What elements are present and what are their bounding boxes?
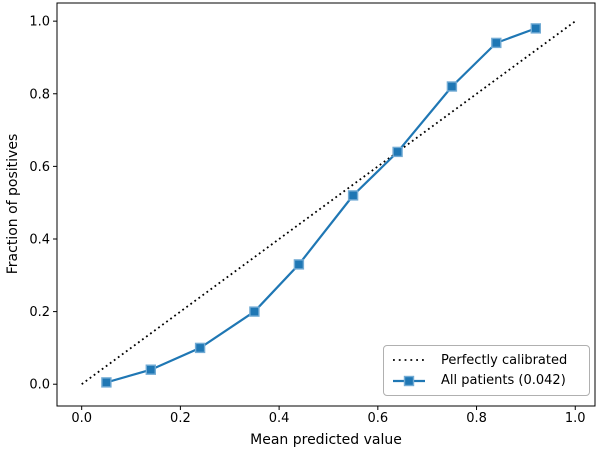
legend: Perfectly calibrated All patients (0.042…	[383, 345, 590, 396]
legend-item-all-patients: All patients (0.042)	[392, 371, 581, 391]
y-tick-label: 0.0	[29, 378, 50, 393]
data-point-marker	[145, 364, 157, 375]
legend-label-all-patients: All patients (0.042)	[441, 373, 566, 389]
y-axis-label: Fraction of positives	[5, 134, 21, 275]
data-point-marker	[194, 342, 206, 354]
data-point-marker	[347, 190, 359, 201]
legend-item-perfectly-calibrated: Perfectly calibrated	[392, 350, 581, 370]
y-tick-label: 0.2	[29, 305, 50, 320]
data-point-marker	[446, 81, 458, 92]
series-line-sample-icon	[393, 375, 425, 386]
axes-border	[56, 2, 596, 407]
perfectly-calibrated-line	[81, 20, 576, 385]
x-tick-label: 0.0	[71, 411, 92, 426]
y-tick-label: 0.8	[29, 87, 50, 102]
y-tick-label: 0.4	[29, 232, 50, 247]
x-tick-label: 0.2	[170, 411, 191, 426]
x-tick-label: 0.6	[367, 411, 388, 426]
data-point-marker	[293, 259, 305, 270]
data-point-marker	[249, 306, 260, 317]
y-tick-label: 1.0	[29, 15, 50, 30]
data-point-marker	[530, 23, 541, 34]
all-patients-line	[106, 27, 537, 384]
x-tick-label: 0.8	[466, 411, 487, 426]
data-point-marker	[491, 37, 502, 49]
x-axis-label: Mean predicted value	[250, 432, 402, 448]
legend-label-perfectly-calibrated: Perfectly calibrated	[441, 352, 568, 368]
data-point-marker	[101, 377, 112, 388]
y-tick-label: 0.6	[29, 160, 50, 175]
x-tick-label: 1.0	[565, 411, 586, 426]
dotted-line-sample-icon	[393, 359, 425, 362]
plot-area: 0.0 0.2 0.4 0.6 0.8 1.0 0.0 0.2 0.4 0.6 0.8 1.0	[29, 2, 596, 426]
x-tick-label: 0.4	[269, 411, 290, 426]
data-point-marker	[392, 146, 403, 158]
